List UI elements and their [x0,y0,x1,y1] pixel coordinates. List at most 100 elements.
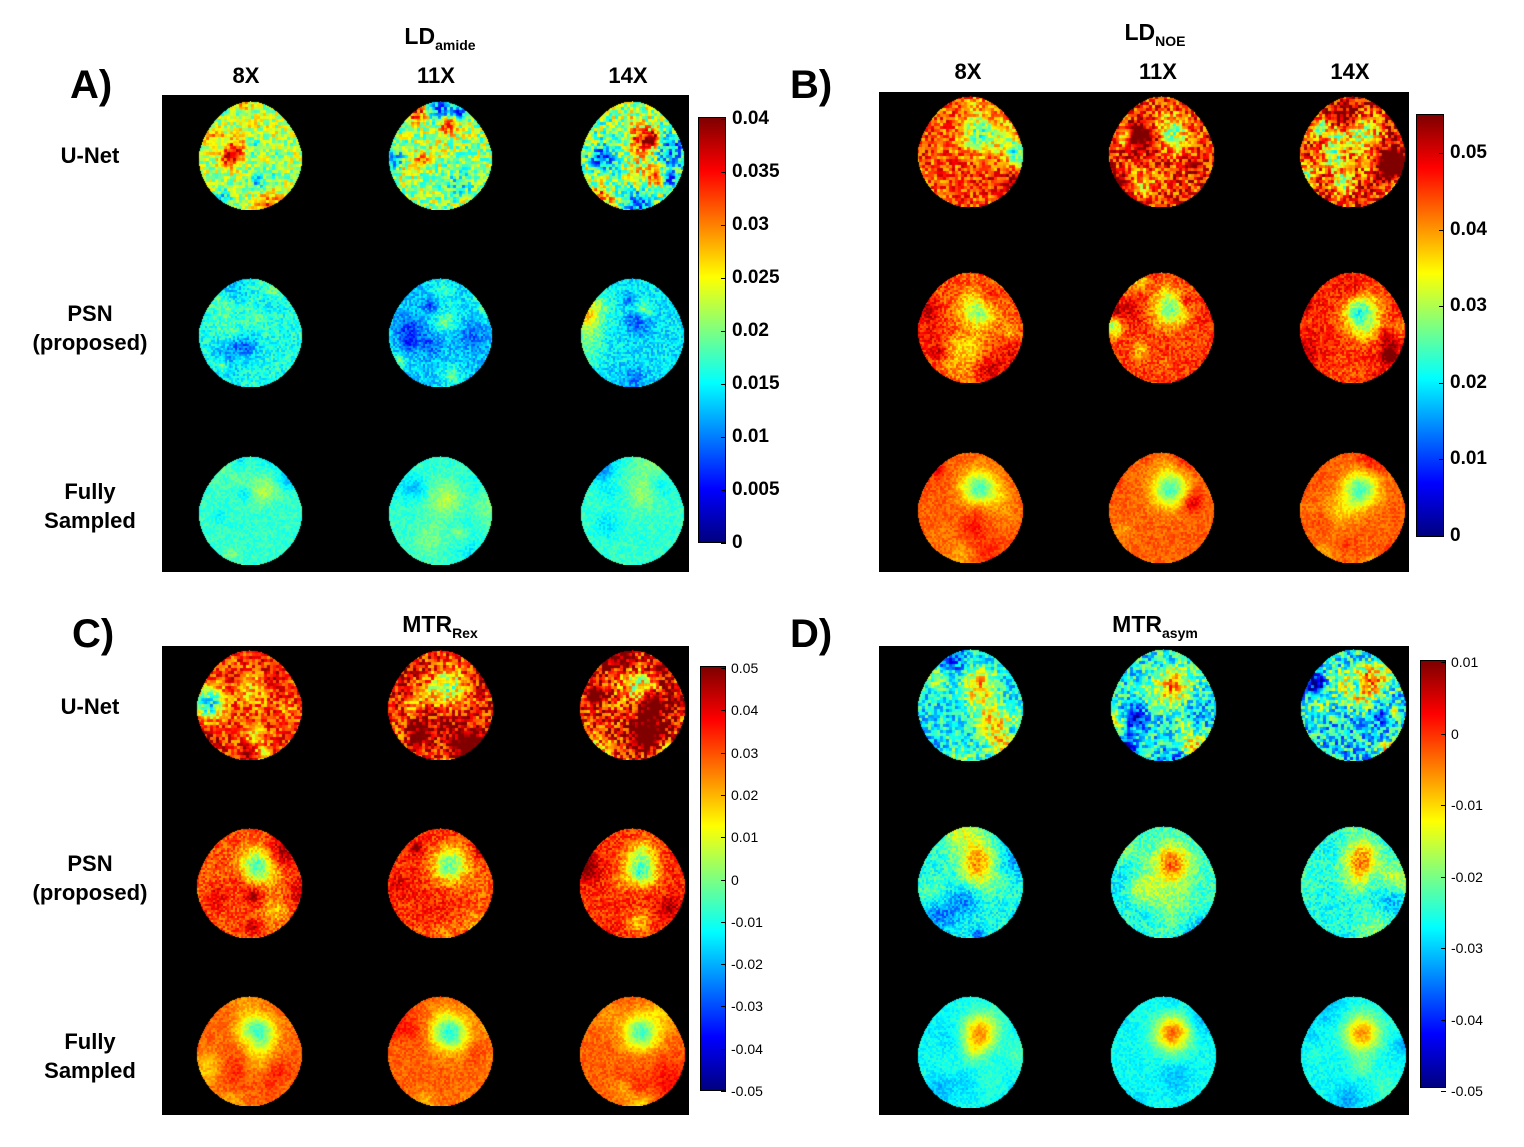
panel-a-map-full-11x [387,456,493,565]
panel-c-image-grid [162,646,689,1115]
brain-map-canvas [195,828,303,938]
brain-map-canvas [386,996,494,1106]
colorbar-tick-mark [721,278,726,279]
colorbar-tick-mark [721,331,726,332]
panel-d-map-psn-11x [1109,826,1217,938]
colorbar-tick-mark [721,225,726,226]
brain-map-canvas [1109,996,1217,1108]
panel-a-map-psn-14x [579,278,685,387]
colorbar-tick-mark [721,837,726,838]
colorbar-tick-label: -0.02 [731,956,763,972]
colorbar-tick-mark [721,964,726,965]
panel-a-map-psn-8x [197,278,303,387]
colorbar-tick-label: -0.04 [731,1041,763,1057]
panel-a-map-unet-14x [579,101,685,210]
brain-map-canvas [578,650,686,760]
colorbar-tick-label: -0.03 [1451,940,1483,956]
panel-c-colorbar [700,666,726,1091]
panel-b-col-label-8x: 8X [954,59,982,84]
panel-a-col-label-8x: 8X [232,63,260,88]
panel-c-map-full-14x [578,996,686,1106]
panel-a-col-label-14x: 14X [608,63,648,88]
panel-c-map-full-8x [195,996,303,1106]
colorbar-tick-mark [1441,877,1446,878]
colorbar-tick-label: 0.025 [732,267,780,288]
panel-b-image-grid [879,92,1409,572]
colorbar-tick-label: 0 [1451,726,1459,742]
colorbar-tick-mark [1439,153,1444,154]
colorbar-tick-label: -0.05 [1451,1083,1483,1099]
brain-map-canvas [1299,826,1407,938]
colorbar-tick-mark [721,172,726,173]
panel-c-title: MTRRex [402,611,478,641]
panel-c-map-psn-11x [386,828,494,938]
brain-map-canvas [387,278,493,387]
panel-a-map-unet-11x [387,101,493,210]
panel-b-col-label-11x: 11X [1139,59,1177,84]
panel-d-map-psn-14x [1299,826,1407,938]
brain-map-canvas [1107,452,1215,563]
colorbar-tick-mark [1441,734,1446,735]
colorbar-tick-label: -0.01 [1451,797,1483,813]
colorbar-tick-label: 0.03 [731,745,759,761]
brain-map-canvas [578,828,686,938]
colorbar-tick-mark [1441,948,1446,949]
colorbar-tick-label: 0.035 [732,161,780,182]
panel-b-map-full-11x [1107,452,1215,563]
brain-map-canvas [1109,826,1217,938]
panel-c-map-unet-14x [578,650,686,760]
panel-d-image-grid [879,646,1409,1115]
colorbar-tick-label: 0.04 [732,108,769,129]
panel-a-row-label-fully-sampled: Fully Sampled [44,479,136,533]
colorbar-tick-mark [721,1049,726,1050]
brain-map-canvas [579,101,685,210]
panel-b-title: LDNOE [1124,19,1186,49]
panel-c-map-psn-8x [195,828,303,938]
colorbar-tick-mark [721,437,726,438]
colorbar-tick-mark [721,1006,726,1007]
colorbar-tick-mark [721,710,726,711]
panel-c-row-label-psn: PSN (proposed) [32,851,148,905]
brain-map-canvas [197,278,303,387]
brain-map-canvas [916,452,1024,563]
brain-map-canvas [195,650,303,760]
panel-b-colorbar [1416,114,1444,537]
colorbar-tick-label: 0.005 [732,479,780,500]
colorbar-tick-label: -0.02 [1451,869,1483,885]
panel-d-colorbar [1420,660,1446,1088]
colorbar-tick-mark [1439,459,1444,460]
panel-letter-d: D) [790,612,833,656]
colorbar-tick-label: 0.01 [731,829,759,845]
colorbar-tick-label: 0.05 [731,660,759,676]
colorbar-tick-label: 0.03 [1450,295,1487,316]
panel-b-map-unet-11x [1107,96,1215,207]
colorbar-tick-label: 0.01 [1451,654,1479,670]
brain-map-canvas [387,101,493,210]
brain-map-canvas [1107,96,1215,207]
colorbar-tick-label: -0.05 [731,1083,763,1099]
panel-a-map-psn-11x [387,278,493,387]
panel-c-row-label-fully-sampled: Fully Sampled [44,1029,136,1083]
brain-map-canvas [1107,272,1215,383]
panel-letter-c: C) [72,612,115,656]
panel-a-row-label-unet: U-Net [60,143,120,168]
brain-map-canvas [579,278,685,387]
panel-a-map-full-8x [197,456,303,565]
brain-map-canvas [1299,649,1407,761]
panel-c-row-label-unet: U-Net [60,694,120,719]
colorbar-tick-mark [721,543,726,544]
colorbar-tick-label: -0.04 [1451,1012,1483,1028]
colorbar-tick-mark [721,1091,726,1092]
colorbar-tick-mark [1441,1020,1446,1021]
brain-map-canvas [1298,96,1406,207]
brain-map-canvas [195,996,303,1106]
colorbar-tick-label: 0.02 [1450,372,1487,393]
colorbar-tick-mark [1439,383,1444,384]
panel-b-map-full-8x [916,452,1024,563]
colorbar-tick-mark [721,384,726,385]
panel-c-map-full-11x [386,996,494,1106]
colorbar-tick-mark [1439,306,1444,307]
panel-a-title: LDamide [404,23,476,53]
colorbar-tick-label: 0.04 [1450,219,1487,240]
panel-b-col-label-14x: 14X [1330,59,1370,84]
